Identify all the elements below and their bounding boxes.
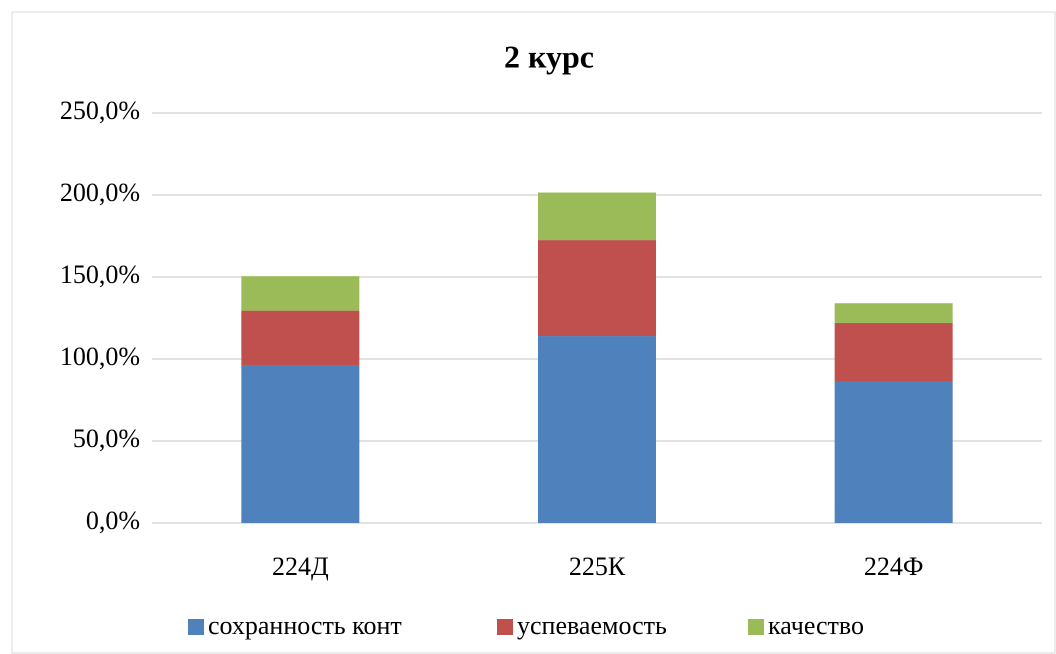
chart-title: 2 курс bbox=[504, 38, 594, 74]
legend-label: сохранность конт bbox=[208, 611, 402, 640]
bar-segment bbox=[538, 240, 656, 337]
legend-label: успеваемость bbox=[517, 611, 667, 640]
bar-segment bbox=[834, 322, 953, 382]
legend-swatch bbox=[188, 619, 204, 635]
x-tick-label: 224Ф bbox=[864, 552, 924, 581]
y-tick-label: 0,0% bbox=[86, 506, 140, 535]
y-tick-label: 50,0% bbox=[73, 424, 140, 453]
y-tick-label: 150,0% bbox=[60, 260, 140, 289]
bar-segment bbox=[834, 303, 953, 323]
legend-swatch bbox=[748, 619, 764, 635]
y-tick-label: 100,0% bbox=[60, 342, 140, 371]
legend-label: качество bbox=[768, 611, 864, 640]
x-tick-label: 224Д bbox=[272, 552, 329, 581]
bar-segment bbox=[241, 310, 360, 366]
bar-segment bbox=[538, 336, 656, 523]
y-tick-label: 250,0% bbox=[60, 96, 140, 125]
y-tick-label: 200,0% bbox=[60, 178, 140, 207]
bar-segment bbox=[538, 192, 656, 241]
bar-segment bbox=[241, 365, 360, 523]
bar-segment bbox=[241, 276, 360, 311]
bar-segment bbox=[834, 381, 953, 523]
x-tick-label: 225К bbox=[569, 552, 626, 581]
legend-swatch bbox=[497, 619, 513, 635]
